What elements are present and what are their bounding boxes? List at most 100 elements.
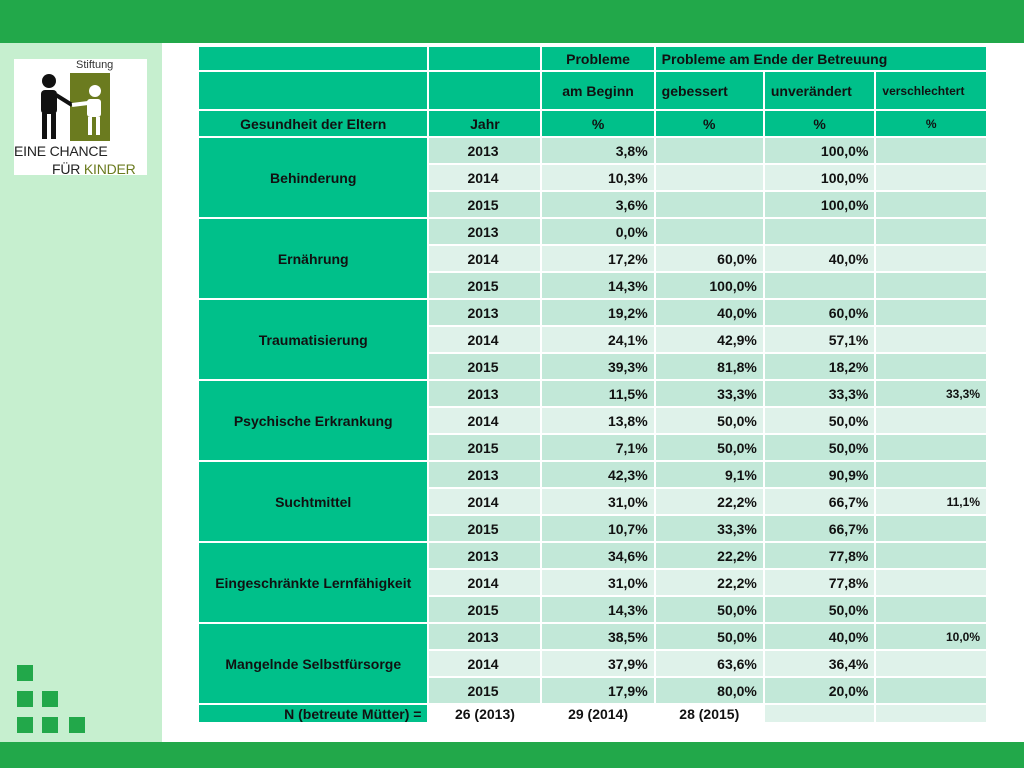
unveraendert-cell: 100,0%	[764, 138, 875, 163]
year-cell: 2015	[429, 273, 541, 298]
gebessert-cell: 80,0%	[655, 678, 763, 703]
table-row: 2015 14,3% 100,0%	[199, 273, 986, 298]
table-row: 2015 17,9% 80,0% 20,0%	[199, 678, 986, 703]
unveraendert-cell: 40,0%	[764, 246, 875, 271]
gebessert-cell: 22,2%	[655, 489, 763, 514]
beginn-cell: 14,3%	[542, 273, 654, 298]
year-cell: 2015	[429, 678, 541, 703]
unveraendert-cell: 77,8%	[764, 570, 875, 595]
verschlechtert-cell	[876, 246, 986, 271]
footer-n2013: 26 (2013)	[429, 705, 541, 722]
deco-square	[69, 717, 85, 733]
unveraendert-cell: 36,4%	[764, 651, 875, 676]
header-percent: %	[764, 111, 875, 136]
year-cell: 2015	[429, 192, 541, 217]
gebessert-cell	[655, 138, 763, 163]
gebessert-cell: 81,8%	[655, 354, 763, 379]
category-cell: Traumatisierung	[199, 300, 428, 379]
gebessert-cell	[655, 192, 763, 217]
header-cell	[199, 72, 428, 109]
logo-text-line1: EINE CHANCE	[14, 143, 108, 159]
year-cell: 2014	[429, 570, 541, 595]
verschlechtert-cell	[876, 408, 986, 433]
beginn-cell: 0,0%	[542, 219, 654, 244]
unveraendert-cell: 66,7%	[764, 489, 875, 514]
header-probleme: Probleme	[542, 47, 654, 70]
verschlechtert-cell: 10,0%	[876, 624, 986, 649]
footer-row: N (betreute Mütter) = 26 (2013) 29 (2014) 2…	[199, 705, 986, 722]
table-row: 2015 10,7% 33,3% 66,7%	[199, 516, 986, 541]
year-cell: 2014	[429, 327, 541, 352]
verschlechtert-cell	[876, 597, 986, 622]
gebessert-cell: 50,0%	[655, 435, 763, 460]
header-cell	[429, 72, 541, 109]
year-cell: 2013	[429, 543, 541, 568]
deco-square	[42, 717, 58, 733]
unveraendert-cell: 57,1%	[764, 327, 875, 352]
deco-square	[17, 665, 33, 681]
table-row: 2014 31,0% 22,2% 66,7% 11,1%	[199, 489, 986, 514]
year-cell: 2015	[429, 354, 541, 379]
gebessert-cell: 9,1%	[655, 462, 763, 487]
table-row: Eingeschränkte Lernfähigkeit 2013 34,6% 22,…	[199, 543, 986, 622]
table-row: Traumatisierung 2013 19,2% 40,0% 60,0%	[199, 300, 986, 379]
verschlechtert-cell	[876, 462, 986, 487]
beginn-cell: 3,8%	[542, 138, 654, 163]
header-cell	[429, 47, 541, 70]
header-percent: %	[876, 111, 986, 136]
table-row: 2015 7,1% 50,0% 50,0%	[199, 435, 986, 460]
beginn-cell: 3,6%	[542, 192, 654, 217]
unveraendert-cell	[764, 219, 875, 244]
verschlechtert-cell	[876, 435, 986, 460]
beginn-cell: 31,0%	[542, 489, 654, 514]
gebessert-cell: 33,3%	[655, 381, 763, 406]
unveraendert-cell: 50,0%	[764, 597, 875, 622]
table-row: 2015 14,3% 50,0% 50,0%	[199, 597, 986, 622]
unveraendert-cell: 90,9%	[764, 462, 875, 487]
header-verschlechtert: verschlechtert	[876, 72, 986, 109]
beginn-cell: 24,1%	[542, 327, 654, 352]
verschlechtert-cell: 11,1%	[876, 489, 986, 514]
unveraendert-cell	[764, 273, 875, 298]
table-row: Mangelnde Selbstfürsorge 2013 38,5% 50,0% 40…	[199, 624, 986, 703]
unveraendert-cell: 77,8%	[764, 543, 875, 568]
year-cell: 2013	[429, 138, 541, 163]
beginn-cell: 37,9%	[542, 651, 654, 676]
footer-empty	[764, 705, 875, 722]
table-row: Behinderung 2013 3,8% 100,0%	[199, 138, 986, 217]
year-cell: 2013	[429, 381, 541, 406]
verschlechtert-cell	[876, 570, 986, 595]
unveraendert-cell: 60,0%	[764, 300, 875, 325]
unveraendert-cell: 33,3%	[764, 381, 875, 406]
header-percent: %	[655, 111, 763, 136]
category-cell: Ernährung	[199, 219, 428, 298]
logo: Stiftung EINE CHANCE FÜR KINDER	[14, 59, 147, 177]
gebessert-cell	[655, 165, 763, 190]
verschlechtert-cell	[876, 327, 986, 352]
beginn-cell: 11,5%	[542, 381, 654, 406]
year-cell: 2013	[429, 624, 541, 649]
table-row: 2014 31,0% 22,2% 77,8%	[199, 570, 986, 595]
gebessert-cell: 22,2%	[655, 570, 763, 595]
header-percent: %	[542, 111, 654, 136]
table-row: 2014 10,3% 100,0%	[199, 165, 986, 190]
logo-text-line2: FÜR KINDER	[52, 161, 136, 177]
verschlechtert-cell	[876, 516, 986, 541]
verschlechtert-cell	[876, 138, 986, 163]
gebessert-cell: 50,0%	[655, 597, 763, 622]
beginn-cell: 38,5%	[542, 624, 654, 649]
beginn-cell: 14,3%	[542, 597, 654, 622]
year-cell: 2014	[429, 651, 541, 676]
beginn-cell: 42,3%	[542, 462, 654, 487]
logo-stiftung-label: Stiftung	[76, 59, 114, 71]
unveraendert-cell: 40,0%	[764, 624, 875, 649]
year-cell: 2015	[429, 435, 541, 460]
bottom-band	[0, 742, 1024, 768]
gebessert-cell: 60,0%	[655, 246, 763, 271]
gebessert-cell: 42,9%	[655, 327, 763, 352]
verschlechtert-cell	[876, 219, 986, 244]
figures-icon	[41, 73, 110, 141]
beginn-cell: 31,0%	[542, 570, 654, 595]
table-row: 2015 3,6% 100,0%	[199, 192, 986, 217]
header-jahr: Jahr	[429, 111, 541, 136]
